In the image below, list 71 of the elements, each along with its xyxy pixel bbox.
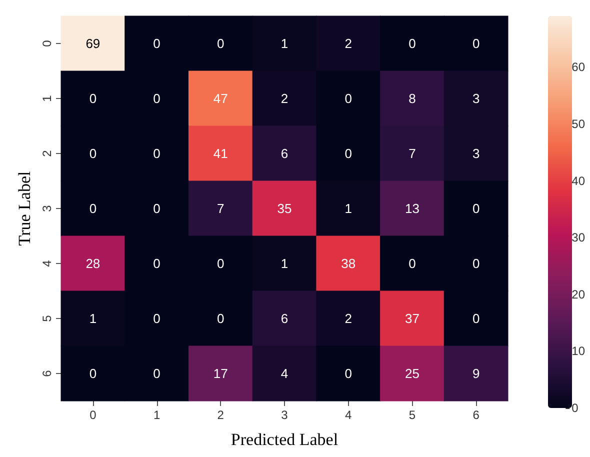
x-tick-label: 0 <box>90 408 97 422</box>
y-tick-label: 1 <box>40 94 54 102</box>
color-bar-label: 40 <box>572 174 586 188</box>
y-axis-title: True Label <box>15 171 34 246</box>
data-label: 3 <box>472 146 480 161</box>
data-label: 2 <box>344 36 352 51</box>
data-label: 13 <box>404 201 420 216</box>
y-tick-label: 4 <box>40 260 54 267</box>
color-bar-label: 30 <box>572 230 586 245</box>
data-label: 0 <box>344 366 352 381</box>
data-label: 1 <box>89 311 97 326</box>
data-label: 0 <box>408 36 416 51</box>
data-label: 4 <box>280 366 288 381</box>
data-label: 2 <box>344 311 352 326</box>
data-label: 0 <box>153 256 160 271</box>
y-tick-label: 0 <box>40 40 54 47</box>
data-label: 0 <box>153 36 160 51</box>
data-label: 0 <box>472 256 480 271</box>
data-label: 25 <box>404 366 420 381</box>
data-label: 8 <box>408 91 416 106</box>
data-label: 38 <box>341 256 356 271</box>
data-label: 0 <box>153 366 160 381</box>
data-label: 0 <box>217 36 224 51</box>
x-tick-label: 6 <box>472 408 480 422</box>
data-label: 0 <box>472 201 480 216</box>
data-label: 0 <box>153 91 160 106</box>
data-label: 0 <box>344 91 352 106</box>
data-label: 0 <box>153 146 160 161</box>
x-tick-label: 2 <box>217 408 224 422</box>
data-label: 0 <box>89 91 97 106</box>
y-tick-label: 5 <box>40 314 54 322</box>
data-label: 6 <box>280 146 288 161</box>
data-label: 41 <box>213 146 228 161</box>
data-label: 2 <box>280 91 288 106</box>
data-label: 0 <box>89 146 97 161</box>
data-label: 47 <box>213 91 228 106</box>
x-tick-label: 5 <box>408 408 416 422</box>
color-bar-label: 10 <box>572 344 586 358</box>
color-bar-label: 50 <box>572 116 586 131</box>
data-label: 6 <box>280 311 288 326</box>
data-label: 69 <box>86 36 100 51</box>
data-label: 37 <box>404 311 420 326</box>
data-label: 0 <box>217 311 224 326</box>
data-label: 0 <box>217 256 224 271</box>
y-tick-label: 3 <box>40 204 54 212</box>
data-label: 0 <box>153 201 160 216</box>
data-label: 17 <box>213 366 228 381</box>
color-bar-label: 60 <box>572 60 586 74</box>
x-axis-title: Predicted Label <box>230 430 338 449</box>
data-label: 9 <box>472 366 480 381</box>
x-tick-label: 1 <box>153 408 160 422</box>
data-label: 0 <box>153 311 160 326</box>
data-label: 28 <box>86 256 100 271</box>
data-label: 1 <box>344 201 352 216</box>
data-label: 0 <box>89 366 97 381</box>
data-label: 1 <box>280 256 288 271</box>
y-tick-label: 6 <box>40 370 54 377</box>
data-label: 7 <box>217 201 224 216</box>
data-label: 3 <box>472 91 480 106</box>
data-label: 0 <box>89 201 97 216</box>
data-label: 0 <box>344 146 352 161</box>
x-tick-label: 3 <box>281 408 288 422</box>
data-label: 1 <box>280 36 288 51</box>
data-label: 0 <box>408 256 416 271</box>
data-label: 7 <box>408 146 416 161</box>
data-label: 0 <box>472 311 480 326</box>
y-tick-label: 2 <box>40 150 54 157</box>
color-bar-label: 20 <box>572 287 586 302</box>
x-tick-label: 4 <box>345 408 352 422</box>
data-label: 35 <box>277 201 292 216</box>
data-label: 0 <box>472 36 480 51</box>
